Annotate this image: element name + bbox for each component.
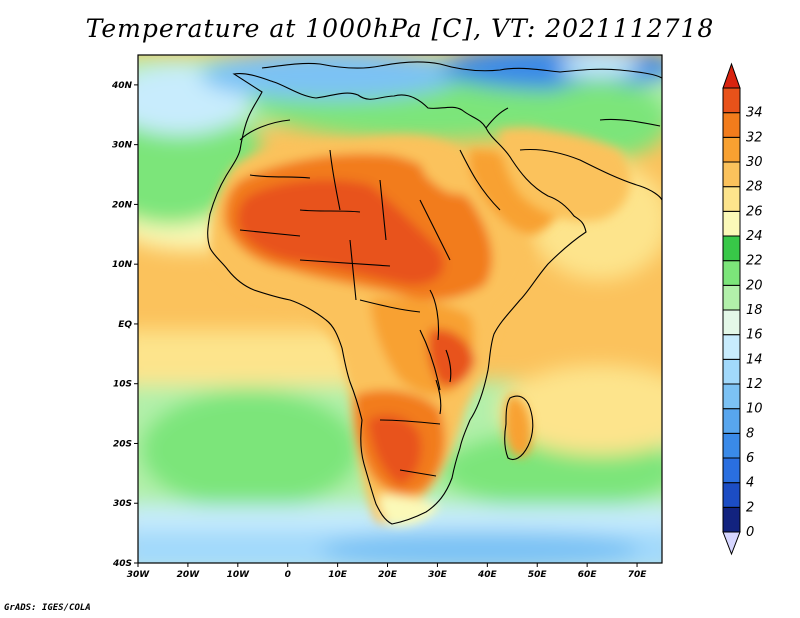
colorbar-label: 32 <box>746 130 763 145</box>
colorbar-label: 24 <box>746 229 763 244</box>
colorbar-swatch <box>722 112 741 138</box>
colorbar-label: 30 <box>746 155 763 170</box>
temperature-field <box>138 55 662 563</box>
colorbar-swatch <box>722 383 741 410</box>
lon-tick-label: 10W <box>227 570 251 580</box>
lon-tick-label: 70E <box>628 570 648 580</box>
colorbar-swatch <box>722 284 741 311</box>
lon-tick-label: 40E <box>477 570 498 580</box>
colorbar-label: 34 <box>746 106 763 121</box>
lat-tick-label: 30S <box>113 499 132 509</box>
colorbar-swatch <box>722 408 741 434</box>
footer-credit: GrADS: IGES/COLA <box>4 603 91 613</box>
colorbar-label: 22 <box>746 254 763 269</box>
colorbar-label: 2 <box>746 500 754 515</box>
lat-tick-label: 10S <box>113 380 132 390</box>
colorbar-label: 8 <box>746 426 754 441</box>
colorbar-max-triangle <box>722 62 741 89</box>
colorbar-label: 18 <box>746 303 763 318</box>
colorbar-swatch <box>722 358 741 385</box>
colorbar-label: 28 <box>746 180 763 195</box>
lat-tick-label: EQ <box>118 320 132 330</box>
colorbar-swatch <box>722 235 741 262</box>
lat-tick-label: 10N <box>112 260 133 270</box>
lon-tick-label: 20E <box>378 570 398 580</box>
lon-tick-label: 10E <box>328 570 348 580</box>
colorbar-swatch <box>722 457 741 484</box>
colorbar-label: 26 <box>746 204 763 219</box>
colorbar-label: 16 <box>746 328 763 343</box>
longitude-axis: 30W 20W 10W 0 10E 20E 30E 40E 50E 60E 70E <box>127 563 647 580</box>
colorbar-swatch <box>722 260 741 286</box>
colorbar-swatch <box>722 210 741 237</box>
lon-tick-label: 30W <box>127 570 151 580</box>
colorbar-label: 14 <box>746 352 763 367</box>
colorbar-swatch <box>722 482 741 508</box>
lon-tick-label: 60E <box>578 570 598 580</box>
colorbar-swatch <box>722 186 741 212</box>
lat-tick-label: 30N <box>112 141 133 151</box>
colorbar-label: 6 <box>746 451 754 466</box>
colorbar-swatch <box>722 161 741 188</box>
colorbar-swatch <box>722 432 741 459</box>
lat-tick-label: 40N <box>111 81 133 91</box>
colorbar-swatch <box>722 506 741 533</box>
colorbar-swatch <box>722 309 741 336</box>
lat-tick-label: 20N <box>112 200 133 210</box>
lon-tick-label: 50E <box>528 570 548 580</box>
colorbar-swatch <box>722 136 741 163</box>
colorbar-swatch <box>722 334 741 360</box>
lon-tick-label: 20W <box>177 570 201 580</box>
colorbar-swatch <box>722 87 741 114</box>
colorbar-label: 10 <box>746 402 763 417</box>
lat-tick-label: 40S <box>112 559 132 569</box>
lat-tick-label: 20S <box>113 439 132 449</box>
colorbar-label: 4 <box>746 476 754 491</box>
map-title: Temperature at 1000hPa [C], VT: 20211127… <box>85 14 715 43</box>
lon-tick-label: 30E <box>428 570 448 580</box>
colorbar-label: 0 <box>746 525 754 540</box>
lon-tick-label: 0 <box>285 570 291 580</box>
coastlines <box>207 61 662 525</box>
latitude-axis: 40N 30N 20N 10N EQ 10S 20S 30S 40S <box>111 81 138 569</box>
colorbar-label: 20 <box>746 278 763 293</box>
map-frame <box>137 54 663 564</box>
colorbar-min-triangle <box>722 531 741 556</box>
colorbar-label: 12 <box>746 377 763 392</box>
